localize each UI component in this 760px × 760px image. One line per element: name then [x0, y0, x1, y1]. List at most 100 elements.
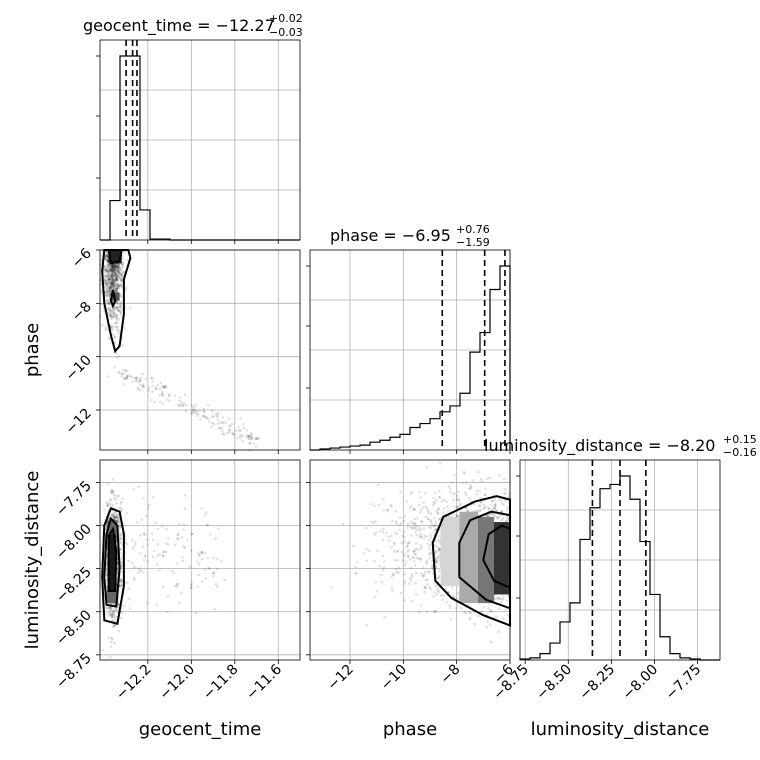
sample-point — [406, 542, 410, 545]
sample-point — [422, 574, 426, 578]
sample-point — [120, 554, 124, 558]
sample-point — [108, 295, 111, 298]
sample-point — [207, 404, 210, 407]
sample-point — [118, 524, 122, 528]
sample-point — [461, 481, 465, 485]
sample-point — [451, 492, 455, 496]
sample-point — [110, 281, 113, 284]
sample-point — [117, 269, 120, 272]
sample-point — [113, 277, 117, 280]
sample-point — [212, 575, 215, 578]
sample-point — [138, 378, 142, 382]
sample-point — [104, 268, 108, 272]
sample-point — [500, 510, 503, 514]
sample-point — [497, 607, 501, 610]
sample-point — [405, 500, 408, 503]
sample-point — [494, 503, 498, 507]
sample-point — [99, 263, 102, 266]
sample-point — [111, 264, 114, 267]
sample-point — [135, 378, 138, 382]
sample-point — [160, 525, 164, 528]
sample-point — [421, 506, 425, 509]
sample-point — [393, 531, 397, 534]
sample-point — [113, 284, 117, 288]
sample-point — [464, 491, 467, 495]
sample-point — [382, 527, 385, 531]
sample-point — [103, 271, 107, 274]
sample-point — [190, 532, 194, 536]
sample-point — [136, 376, 139, 380]
sample-point — [109, 491, 113, 495]
ylabel-phase: phase — [22, 323, 43, 377]
sample-point — [110, 270, 113, 274]
sample-point — [110, 637, 114, 641]
sample-point — [111, 266, 115, 270]
sample-point — [434, 558, 438, 561]
sample-point — [111, 265, 114, 268]
sample-point — [122, 604, 126, 608]
sample-point — [390, 534, 393, 537]
sample-point — [111, 269, 115, 273]
sample-point — [116, 278, 119, 282]
sample-point — [435, 545, 439, 548]
sample-point — [105, 281, 108, 285]
sample-point — [446, 505, 449, 509]
sample-point — [117, 332, 121, 336]
sample-point — [105, 288, 108, 292]
sample-point — [112, 270, 116, 274]
sample-point — [190, 583, 193, 587]
sample-point — [111, 274, 115, 277]
sample-point — [158, 387, 162, 391]
sample-point — [134, 541, 137, 544]
y-tick-label: −8.00 — [53, 521, 95, 563]
sample-point — [123, 327, 127, 330]
sample-point — [116, 306, 119, 310]
sample-point — [104, 266, 107, 269]
sample-point — [112, 268, 116, 271]
sample-point — [109, 285, 112, 289]
sample-point — [400, 541, 404, 545]
sample-point — [390, 586, 394, 589]
sample-point — [434, 609, 437, 613]
sample-point — [437, 547, 441, 550]
sample-point — [390, 575, 394, 578]
sample-point — [121, 260, 125, 264]
sample-point — [142, 385, 145, 388]
sample-point — [175, 585, 178, 588]
sample-point — [445, 601, 449, 604]
sample-point — [130, 538, 134, 542]
sample-point — [128, 607, 132, 610]
sample-point — [111, 285, 115, 289]
sample-point — [495, 515, 499, 519]
sample-point — [430, 565, 434, 568]
sample-point — [125, 377, 129, 381]
x-tick-label: −8.00 — [620, 662, 662, 704]
sample-point — [117, 302, 120, 306]
sample-point — [480, 480, 484, 483]
sample-point — [112, 315, 116, 319]
sample-point — [106, 258, 110, 262]
sample-point — [468, 610, 471, 614]
sample-point — [490, 504, 493, 507]
sample-point — [238, 429, 241, 432]
sample-point — [114, 308, 118, 312]
sample-point — [105, 250, 109, 253]
sample-point — [114, 516, 118, 519]
sample-point — [117, 494, 120, 498]
sample-point — [423, 585, 427, 589]
contour-line — [431, 495, 511, 627]
sample-point — [115, 314, 118, 317]
sample-point — [397, 571, 400, 574]
sample-point — [106, 283, 110, 286]
sample-point — [409, 492, 413, 496]
sample-point — [107, 302, 111, 306]
sample-point — [113, 268, 117, 271]
sample-point — [154, 387, 158, 391]
sample-point — [113, 266, 116, 270]
sample-point — [112, 269, 115, 273]
sample-point — [137, 571, 140, 574]
sample-point — [118, 506, 121, 510]
sample-point — [420, 520, 423, 523]
sample-point — [120, 262, 124, 266]
sample-point — [440, 499, 444, 503]
